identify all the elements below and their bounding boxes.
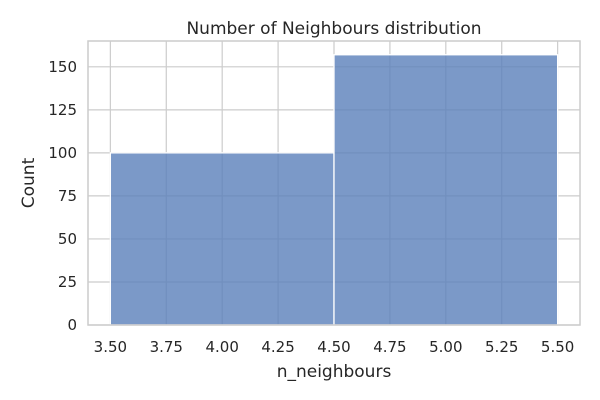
x-axis-label: n_neighbours [277, 362, 392, 382]
y-axis-label: Count [19, 157, 39, 208]
y-tick-label: 50 [58, 230, 77, 248]
x-tick-label: 5.50 [541, 338, 574, 356]
x-tick-label: 5.00 [429, 338, 462, 356]
tick-labels: 3.50 3.75 4.00 4.25 4.50 4.75 5.00 5.25 5.50 0 25 5… [48, 58, 574, 356]
x-tick-label: 3.75 [150, 338, 183, 356]
y-tick-label: 25 [58, 273, 77, 291]
y-tick-label: 75 [58, 187, 77, 205]
x-tick-label: 4.50 [317, 338, 350, 356]
histogram-bar-1 [109, 152, 335, 326]
y-tick-label: 125 [48, 101, 77, 119]
x-tick-label: 3.50 [94, 338, 127, 356]
y-tick-label: 150 [48, 58, 77, 76]
histogram-bars [109, 54, 559, 326]
x-tick-label: 4.00 [205, 338, 238, 356]
x-tick-label: 4.75 [373, 338, 406, 356]
y-tick-label: 0 [67, 316, 77, 334]
x-tick-label: 4.25 [261, 338, 294, 356]
x-tick-label: 5.25 [485, 338, 518, 356]
chart-title: Number of Neighbours distribution [186, 19, 481, 39]
y-tick-label: 100 [48, 144, 77, 162]
axes-frame [87, 40, 581, 326]
histogram-bar-2 [333, 54, 559, 326]
